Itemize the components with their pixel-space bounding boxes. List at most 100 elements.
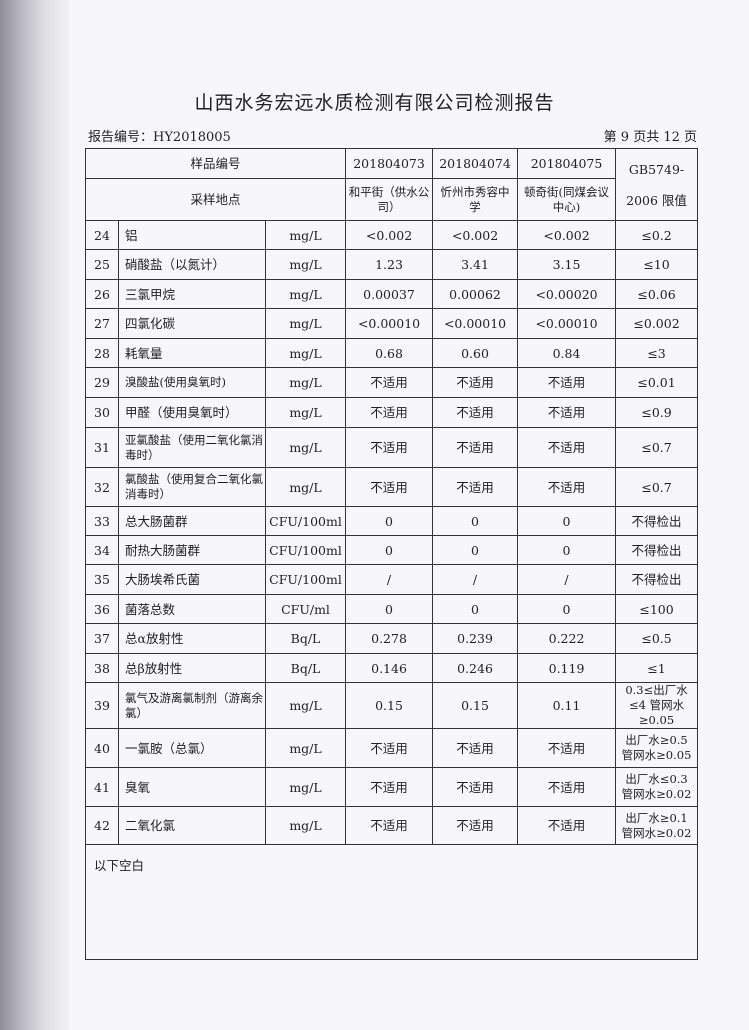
table-row: 27 四氯化碳 mg/L <0.00010 <0.00010 <0.00010 ≤0.002 [85, 308, 699, 339]
limit: 不得检出 [615, 564, 699, 595]
unit: mg/L [264, 427, 347, 468]
value: / [345, 564, 434, 595]
item-name: 三氯甲烷 [118, 279, 266, 309]
limit: ≤0.06 [615, 279, 699, 309]
value: 0.246 [432, 653, 519, 683]
value: 不适用 [517, 806, 617, 845]
item-name: 硝酸盐（以氮计） [118, 249, 266, 280]
value: 不适用 [517, 467, 617, 507]
item-name: 溴酸盐(使用臭氧时) [118, 367, 266, 398]
limit: ≤0.2 [615, 220, 699, 250]
value: 不适用 [432, 427, 519, 468]
value: 不适用 [345, 367, 434, 398]
row-number: 38 [85, 653, 119, 683]
table-row: 29 溴酸盐(使用臭氧时) mg/L 不适用 不适用 不适用 ≤0.01 [85, 367, 699, 398]
table-row: 37 总α放射性 Bq/L 0.278 0.239 0.222 ≤0.5 [85, 623, 699, 654]
limit: ≤3 [615, 338, 699, 368]
item-name: 臭氧 [118, 767, 266, 807]
sample-number-label: 样品编号 [84, 148, 347, 179]
value: 0 [517, 506, 617, 536]
value: 不适用 [345, 767, 434, 807]
value: 0 [345, 535, 434, 565]
value: 不适用 [432, 367, 519, 398]
value: 不适用 [345, 397, 434, 428]
unit: mg/L [264, 728, 347, 768]
value: 不适用 [517, 427, 617, 468]
unit: CFU/100ml [264, 564, 347, 595]
sample-id: 201804075 [517, 148, 617, 179]
limit: 出厂水≥0.1 管网水≥0.02 [615, 806, 699, 845]
item-name: 总β放射性 [118, 653, 266, 683]
unit: mg/L [264, 279, 347, 309]
location-row: 采样地点 和平街（供水公司） 忻州市秀容中学 顿奇街(同煤会议中心) [84, 178, 698, 221]
item-name: 大肠埃希氏菌 [118, 564, 266, 595]
unit: mg/L [264, 367, 347, 398]
value: 不适用 [432, 806, 519, 845]
limit-header-line: GB5749- [628, 161, 685, 177]
value: <0.00010 [432, 308, 519, 339]
unit: mg/L [264, 338, 347, 368]
value: 不适用 [517, 728, 617, 768]
row-number: 28 [85, 338, 119, 368]
limit: ≤0.5 [615, 623, 699, 654]
item-name: 一氯胺（总氯） [118, 728, 266, 768]
table-row: 40 一氯胺（总氯） mg/L 不适用 不适用 不适用 出厂水≥0.5 管网水≥0.05 [85, 728, 699, 768]
item-name: 亚氯酸盐（使用二氧化氯消毒时） [118, 427, 266, 468]
page-number: 第 9 页共 12 页 [603, 130, 697, 145]
sample-location: 顿奇街(同煤会议中心) [517, 178, 617, 221]
item-name: 总大肠菌群 [118, 506, 266, 536]
results-table: 样品编号 201804073 201804074 201804075 GB574… [84, 148, 699, 960]
unit: mg/L [264, 397, 347, 428]
table-row: 31 亚氯酸盐（使用二氧化氯消毒时） mg/L 不适用 不适用 不适用 ≤0.7 [85, 427, 699, 468]
row-number: 36 [85, 594, 119, 624]
value: 0.278 [345, 623, 434, 654]
value: 不适用 [517, 397, 617, 428]
value: 0.84 [517, 338, 617, 368]
value: 0.00062 [432, 279, 519, 309]
limit: 不得检出 [615, 506, 699, 536]
unit: mg/L [264, 220, 347, 250]
value: <0.00010 [517, 308, 617, 339]
value: 0 [345, 506, 434, 536]
report-number: 报告编号：HY2018005 [88, 130, 231, 145]
value: 0.68 [345, 338, 434, 368]
value: 0.239 [432, 623, 519, 654]
value: 不适用 [432, 467, 519, 507]
value: 0.00037 [345, 279, 434, 309]
limit: 出厂水≥0.5 管网水≥0.05 [615, 728, 699, 768]
value: <0.002 [345, 220, 434, 250]
unit: mg/L [264, 308, 347, 339]
value: 0.15 [432, 682, 519, 729]
row-number: 29 [85, 367, 119, 398]
value: / [432, 564, 519, 595]
value: 0.15 [345, 682, 434, 729]
sample-location: 忻州市秀容中学 [432, 178, 519, 221]
table-row: 26 三氯甲烷 mg/L 0.00037 0.00062 <0.00020 ≤0.06 [85, 279, 699, 309]
value: 不适用 [345, 427, 434, 468]
value: 不适用 [345, 467, 434, 507]
row-number: 41 [85, 767, 119, 807]
value: 0.11 [517, 682, 617, 729]
item-name: 氯气及游离氯制剂（游离余氯） [118, 682, 266, 729]
limit: ≤0.002 [615, 308, 699, 339]
document-title: 山西水务宏远水质检测有限公司检测报告 [194, 92, 555, 114]
value: 不适用 [517, 367, 617, 398]
row-number: 26 [85, 279, 119, 309]
unit: mg/L [264, 249, 347, 280]
value: 0.146 [345, 653, 434, 683]
table-row: 39 氯气及游离氯制剂（游离余氯） mg/L 0.15 0.15 0.11 0.3≤出厂水≤… [85, 682, 699, 729]
table-row: 42 二氧化氯 mg/L 不适用 不适用 不适用 出厂水≥0.1 管网水≥0.02 [85, 806, 699, 845]
unit: mg/L [264, 682, 347, 729]
value: / [517, 564, 617, 595]
limit: ≤10 [615, 249, 699, 280]
value: 0 [517, 594, 617, 624]
unit: mg/L [264, 806, 347, 845]
value: 0.119 [517, 653, 617, 683]
limit: ≤1 [615, 653, 699, 683]
item-name: 甲醛（使用臭氧时） [118, 397, 266, 428]
footer-note: 以下空白 [84, 844, 699, 960]
item-name: 铝 [118, 220, 266, 250]
value: <0.00010 [345, 308, 434, 339]
value: 1.23 [345, 249, 434, 280]
value: 0 [432, 506, 519, 536]
